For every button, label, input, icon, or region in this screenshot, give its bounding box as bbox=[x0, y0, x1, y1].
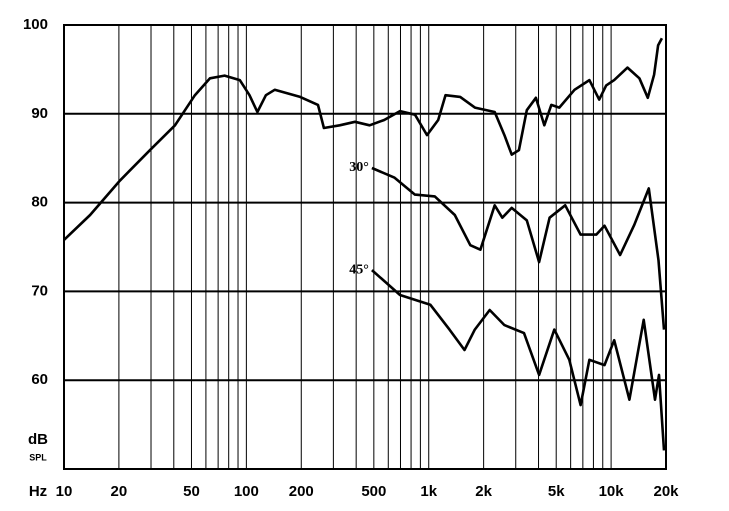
x-tick-label: 10 bbox=[56, 483, 73, 500]
curve bbox=[371, 166, 666, 330]
y-sublabel: SPL bbox=[29, 452, 47, 462]
y-tick-label: 70 bbox=[31, 282, 48, 299]
plot-frame bbox=[63, 24, 667, 470]
x-tick-label: 5k bbox=[548, 483, 565, 500]
x-tick-label: 20 bbox=[111, 483, 128, 500]
y-tick-label: 80 bbox=[31, 194, 48, 211]
y-tick-label: 60 bbox=[31, 371, 48, 388]
curve bbox=[63, 37, 664, 241]
x-tick-label: 500 bbox=[361, 483, 386, 500]
x-tick-label: 20k bbox=[653, 483, 679, 500]
x-tick-label: 50 bbox=[183, 483, 200, 500]
y-label: dB bbox=[28, 431, 48, 448]
x-tick-label: 1k bbox=[420, 483, 437, 500]
curve-label: 30° bbox=[349, 160, 369, 175]
x-tick-label: 200 bbox=[289, 483, 314, 500]
y-tick-label: 90 bbox=[31, 105, 48, 122]
curve-label: 45° bbox=[349, 262, 369, 277]
x-tick-label: 2k bbox=[475, 483, 492, 500]
x-tick-label: 10k bbox=[599, 483, 625, 500]
y-tick-label: 100 bbox=[23, 16, 48, 33]
curve bbox=[371, 269, 666, 451]
x-label: Hz bbox=[29, 483, 47, 500]
x-tick-label: 100 bbox=[234, 483, 259, 500]
